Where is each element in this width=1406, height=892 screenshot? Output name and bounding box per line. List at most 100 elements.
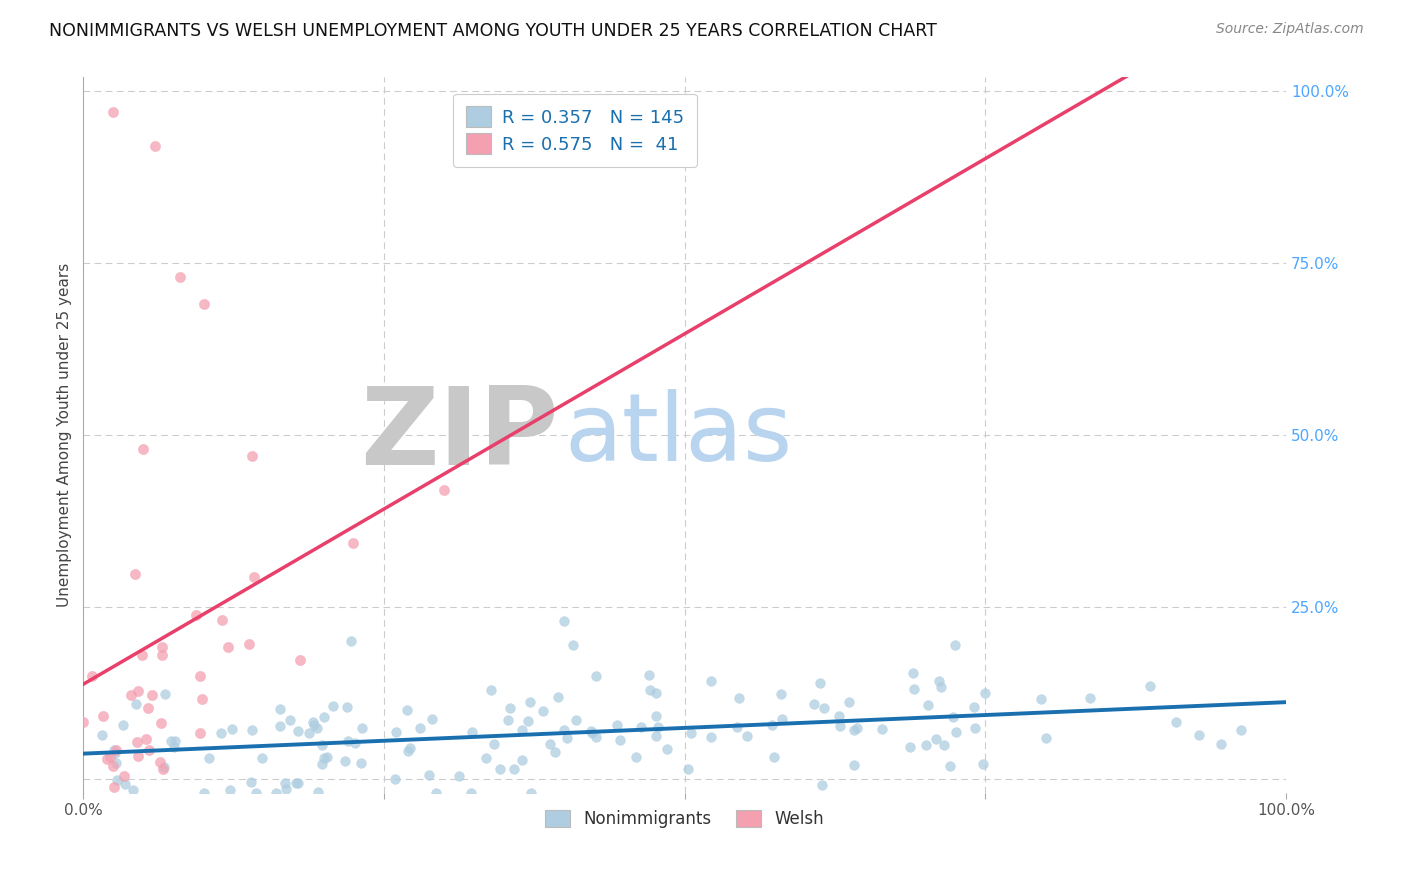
- Point: [418, 768, 440, 782]
- Point: [842, 758, 865, 772]
- Point: [520, 786, 543, 800]
- Point: [307, 785, 329, 799]
- Point: [606, 718, 628, 732]
- Point: [901, 665, 924, 680]
- Point: [193, 297, 215, 311]
- Point: [163, 734, 186, 748]
- Point: [963, 700, 986, 714]
- Point: [127, 683, 149, 698]
- Point: [285, 775, 308, 789]
- Point: [314, 751, 336, 765]
- Point: [544, 745, 567, 759]
- Point: [447, 769, 470, 783]
- Point: [399, 740, 422, 755]
- Point: [111, 718, 134, 732]
- Point: [475, 750, 498, 764]
- Point: [565, 713, 588, 727]
- Point: [287, 775, 309, 789]
- Point: [1188, 728, 1211, 742]
- Point: [302, 718, 325, 732]
- Point: [124, 567, 146, 582]
- Point: [844, 723, 866, 738]
- Point: [307, 722, 329, 736]
- Point: [242, 723, 264, 738]
- Point: [150, 640, 173, 655]
- Point: [269, 719, 291, 733]
- Point: [929, 680, 952, 694]
- Point: [125, 697, 148, 711]
- Point: [803, 697, 825, 711]
- Point: [655, 742, 678, 756]
- Point: [302, 715, 325, 730]
- Point: [499, 700, 522, 714]
- Point: [928, 673, 950, 688]
- Point: [352, 721, 374, 735]
- Point: [553, 614, 575, 628]
- Point: [245, 786, 267, 800]
- Point: [184, 608, 207, 623]
- Point: [98, 750, 121, 764]
- Point: [153, 687, 176, 701]
- Text: Source: ZipAtlas.com: Source: ZipAtlas.com: [1216, 22, 1364, 37]
- Point: [343, 736, 366, 750]
- Point: [337, 734, 360, 748]
- Point: [770, 712, 793, 726]
- Point: [1139, 679, 1161, 693]
- Point: [191, 691, 214, 706]
- Point: [114, 776, 136, 790]
- Point: [942, 710, 965, 724]
- Point: [136, 700, 159, 714]
- Point: [311, 738, 333, 752]
- Point: [555, 731, 578, 745]
- Point: [808, 676, 831, 690]
- Point: [630, 721, 652, 735]
- Point: [193, 786, 215, 800]
- Point: [385, 725, 408, 739]
- Point: [150, 648, 173, 662]
- Point: [188, 726, 211, 740]
- Point: [460, 786, 482, 800]
- Point: [141, 688, 163, 702]
- Point: [396, 744, 419, 758]
- Point: [312, 710, 335, 724]
- Point: [1209, 737, 1232, 751]
- Point: [581, 726, 603, 740]
- Point: [827, 709, 849, 723]
- Point: [945, 725, 967, 739]
- Point: [217, 640, 239, 655]
- Point: [638, 683, 661, 698]
- Point: [250, 751, 273, 765]
- Point: [900, 740, 922, 755]
- Point: [700, 673, 723, 688]
- Point: [645, 686, 668, 700]
- Point: [512, 753, 534, 767]
- Point: [547, 690, 569, 704]
- Point: [278, 713, 301, 727]
- Point: [264, 786, 287, 800]
- Point: [125, 735, 148, 749]
- Point: [531, 704, 554, 718]
- Point: [112, 769, 135, 783]
- Point: [810, 779, 832, 793]
- Point: [482, 737, 505, 751]
- Point: [699, 731, 721, 745]
- Text: atlas: atlas: [564, 389, 793, 481]
- Point: [420, 713, 443, 727]
- Point: [149, 716, 172, 731]
- Point: [107, 773, 129, 788]
- Point: [135, 731, 157, 746]
- Point: [340, 634, 363, 648]
- Point: [91, 708, 114, 723]
- Point: [80, 668, 103, 682]
- Point: [769, 687, 792, 701]
- Point: [72, 714, 94, 729]
- Point: [342, 536, 364, 550]
- Point: [939, 758, 962, 772]
- Point: [91, 728, 114, 742]
- Point: [1031, 691, 1053, 706]
- Point: [163, 740, 186, 755]
- Point: [188, 669, 211, 683]
- Point: [316, 750, 339, 764]
- Point: [311, 756, 333, 771]
- Point: [127, 749, 149, 764]
